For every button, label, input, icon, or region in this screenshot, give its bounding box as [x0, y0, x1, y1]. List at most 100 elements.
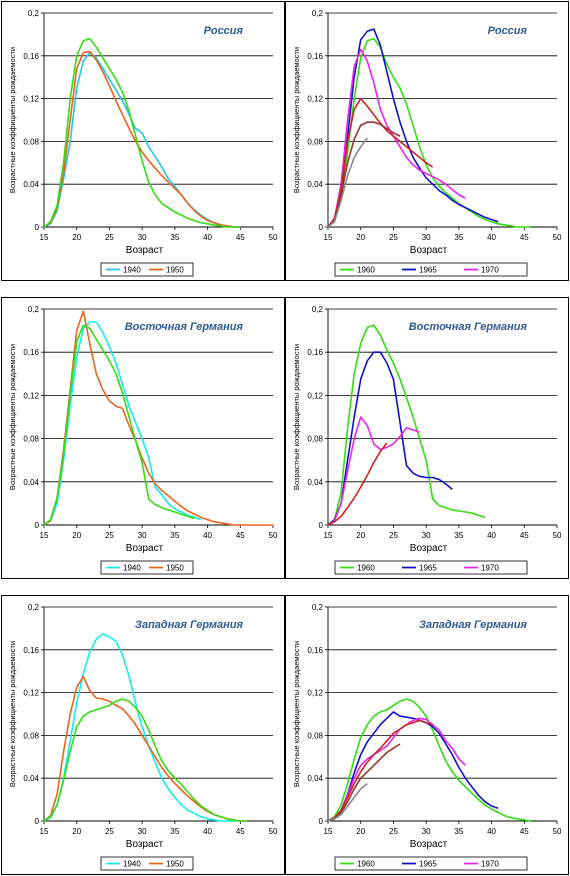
- chart-panel-3: 0 0,04 0,08 0,12 0,16 0,2 15 20 25 30 35 40 45 50 Возр…: [1, 297, 285, 579]
- y-tick-label: 0,04: [23, 180, 39, 189]
- legend-box: [334, 262, 528, 277]
- y-tick-label: 0,08: [307, 435, 323, 444]
- chart-panel-4: 0 0,04 0,08 0,12 0,16 0,2 15 20 25 30 35 40 45 50 Возр…: [285, 297, 569, 579]
- x-tick-label: 45: [236, 827, 245, 836]
- y-tick-label: 0,12: [307, 689, 323, 698]
- y-tick-label: 0,16: [23, 348, 39, 357]
- y-tick-label: 0,2: [312, 603, 324, 612]
- x-tick-label: 30: [422, 531, 431, 540]
- y-tick-label: 0: [35, 521, 40, 530]
- series-line-1970: [327, 48, 466, 228]
- legend-label: 1940: [123, 860, 141, 869]
- legend-label: 1950: [166, 860, 184, 869]
- y-tick-label: 0: [35, 817, 40, 826]
- y-tick-label: 0,12: [307, 391, 323, 400]
- legend-box: [334, 560, 528, 575]
- x-tick-label: 15: [324, 233, 333, 242]
- x-tick-label: 40: [203, 233, 212, 242]
- series-line-1960: [327, 324, 486, 526]
- y-axis-label: Возрастные коэффициенты рождаемости: [292, 641, 301, 787]
- legend-label: 1970: [481, 860, 499, 869]
- y-tick-label: 0,2: [28, 603, 40, 612]
- x-tick-label: 15: [324, 531, 333, 540]
- chart-title: Россия: [204, 25, 244, 37]
- legend-box: [100, 560, 194, 575]
- x-tick-label: 45: [520, 531, 529, 540]
- y-tick-label: 0: [319, 817, 324, 826]
- x-tick-label: 30: [138, 233, 147, 242]
- y-tick-label: 0,16: [307, 646, 323, 655]
- series-line-1965: [327, 711, 499, 822]
- y-tick-label: 0,08: [307, 137, 323, 146]
- series-line-unlabeled-3: [43, 37, 241, 228]
- x-tick-label: 50: [269, 531, 278, 540]
- legend-label: 1960: [357, 860, 375, 869]
- series-line-unlabeled-5: [327, 121, 401, 228]
- x-tick-label: 40: [487, 827, 496, 836]
- y-tick-label: 0,08: [23, 137, 39, 146]
- series-line-1970: [327, 416, 420, 526]
- x-tick-label: 40: [203, 827, 212, 836]
- x-tick-label: 25: [389, 233, 398, 242]
- chart-panel-1: 0 0,04 0,08 0,12 0,16 0,2 15 20 25 30 35 40 45 50 Возр…: [1, 1, 285, 281]
- chart-title: Россия: [488, 25, 528, 37]
- y-tick-label: 0,12: [307, 95, 323, 104]
- series-line-unlabeled-3: [43, 698, 247, 822]
- x-tick-label: 25: [105, 827, 114, 836]
- y-tick-label: 0,2: [28, 305, 40, 314]
- series-line-1940: [43, 632, 241, 822]
- x-tick-label: 15: [40, 233, 49, 242]
- y-tick-label: 0: [35, 223, 40, 232]
- x-tick-label: 35: [454, 233, 463, 242]
- y-tick-label: 0,12: [23, 95, 39, 104]
- x-tick-label: 30: [422, 233, 431, 242]
- x-axis-label: Возраст: [126, 245, 164, 256]
- x-tick-label: 45: [520, 233, 529, 242]
- y-axis-label: Возрастные коэффициенты рождаемости: [8, 641, 17, 787]
- legend-box: [100, 262, 194, 277]
- chart-panel-6: 0 0,04 0,08 0,12 0,16 0,2 15 20 25 30 35 40 45 50 Возр…: [285, 595, 569, 875]
- x-axis-label: Возраст: [410, 543, 448, 554]
- x-tick-label: 25: [105, 233, 114, 242]
- x-tick-label: 45: [236, 233, 245, 242]
- x-axis-label: Возраст: [410, 245, 448, 256]
- x-axis-label: Возраст: [126, 543, 164, 554]
- y-axis-label: Возрастные коэффициенты рождаемости: [292, 344, 301, 490]
- x-tick-label: 15: [324, 827, 333, 836]
- x-tick-label: 20: [72, 531, 81, 540]
- y-tick-label: 0,2: [312, 305, 324, 314]
- legend-label: 1965: [419, 860, 437, 869]
- series-line-unlabeled-6: [327, 782, 368, 822]
- legend-label: 1970: [481, 564, 499, 573]
- y-tick-label: 0,04: [23, 774, 39, 783]
- series-line-1960: [327, 37, 531, 228]
- x-tick-label: 25: [389, 531, 398, 540]
- x-tick-label: 20: [72, 827, 81, 836]
- x-tick-label: 50: [553, 531, 562, 540]
- chart-title: Восточная Германия: [409, 321, 528, 333]
- x-tick-label: 45: [236, 531, 245, 540]
- x-tick-label: 40: [487, 233, 496, 242]
- chart-title: Западная Германия: [419, 619, 528, 631]
- y-axis-label: Возрастные коэффициенты рождаемости: [8, 47, 17, 193]
- legend-label: 1940: [123, 564, 141, 573]
- y-tick-label: 0,04: [307, 478, 323, 487]
- x-tick-label: 40: [487, 531, 496, 540]
- x-tick-label: 40: [203, 531, 212, 540]
- chart-title: Западная Германия: [135, 619, 244, 631]
- y-tick-label: 0,2: [28, 9, 40, 18]
- x-tick-label: 30: [138, 827, 147, 836]
- x-tick-label: 20: [356, 531, 365, 540]
- y-tick-label: 0,08: [23, 731, 39, 740]
- series-line-1940: [43, 321, 202, 526]
- series-line-unlabeled-3: [43, 324, 195, 526]
- legend-label: 1970: [481, 266, 499, 275]
- series-line-unlabeled-6: [327, 137, 368, 228]
- y-tick-label: 0: [319, 521, 324, 530]
- x-axis-label: Возраст: [126, 839, 164, 850]
- y-tick-label: 0,08: [307, 731, 323, 740]
- x-tick-label: 25: [105, 531, 114, 540]
- y-tick-label: 0,08: [23, 435, 39, 444]
- legend-label: 1965: [419, 564, 437, 573]
